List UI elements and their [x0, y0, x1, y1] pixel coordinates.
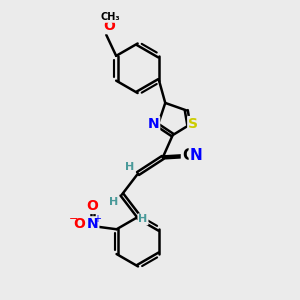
Text: CH₃: CH₃	[101, 12, 121, 22]
Text: O: O	[103, 19, 115, 33]
Text: N: N	[87, 217, 98, 231]
Text: H: H	[109, 197, 118, 207]
Text: O: O	[74, 217, 85, 231]
Text: O: O	[87, 199, 98, 213]
Text: S: S	[188, 117, 198, 131]
Text: H: H	[125, 162, 134, 172]
Text: N: N	[190, 148, 203, 163]
Text: C: C	[182, 148, 193, 163]
Text: +: +	[93, 214, 101, 224]
Text: H: H	[138, 214, 148, 224]
Text: N: N	[148, 117, 159, 131]
Text: −: −	[69, 214, 78, 224]
